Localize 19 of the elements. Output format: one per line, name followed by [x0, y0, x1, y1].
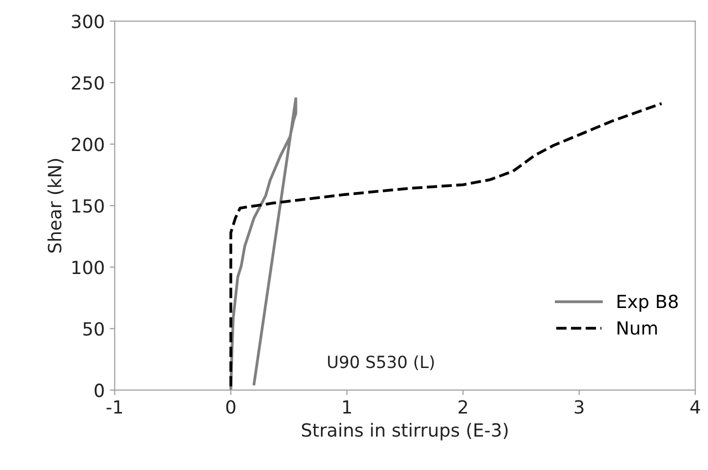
- x-tick-label: 0: [226, 400, 236, 414]
- legend-label: Num: [618, 321, 657, 335]
- y-tick-label: 250: [72, 76, 104, 90]
- y-tick-label: 0: [94, 384, 104, 398]
- x-tick-label: -1: [106, 400, 122, 414]
- line-series: [229, 97, 298, 390]
- x-tick-label: 1: [343, 400, 351, 414]
- y-tick-label: 150: [72, 199, 104, 213]
- y-tick-label: 100: [72, 260, 104, 274]
- y-axis-title: Shear (kN): [47, 159, 64, 253]
- y-tick-label: 50: [83, 322, 104, 336]
- x-tick-label: 3: [574, 400, 584, 414]
- x-axis-title: Strains in stirrups (E-3): [302, 422, 508, 440]
- y-tick-label: 300: [72, 14, 104, 28]
- x-tick-label: 4: [690, 400, 700, 414]
- x-tick-label: 2: [458, 400, 467, 414]
- legend-label: Exp B8: [618, 294, 678, 312]
- y-tick-label: 200: [72, 138, 104, 152]
- annotation: U90 S530 (L): [328, 355, 434, 370]
